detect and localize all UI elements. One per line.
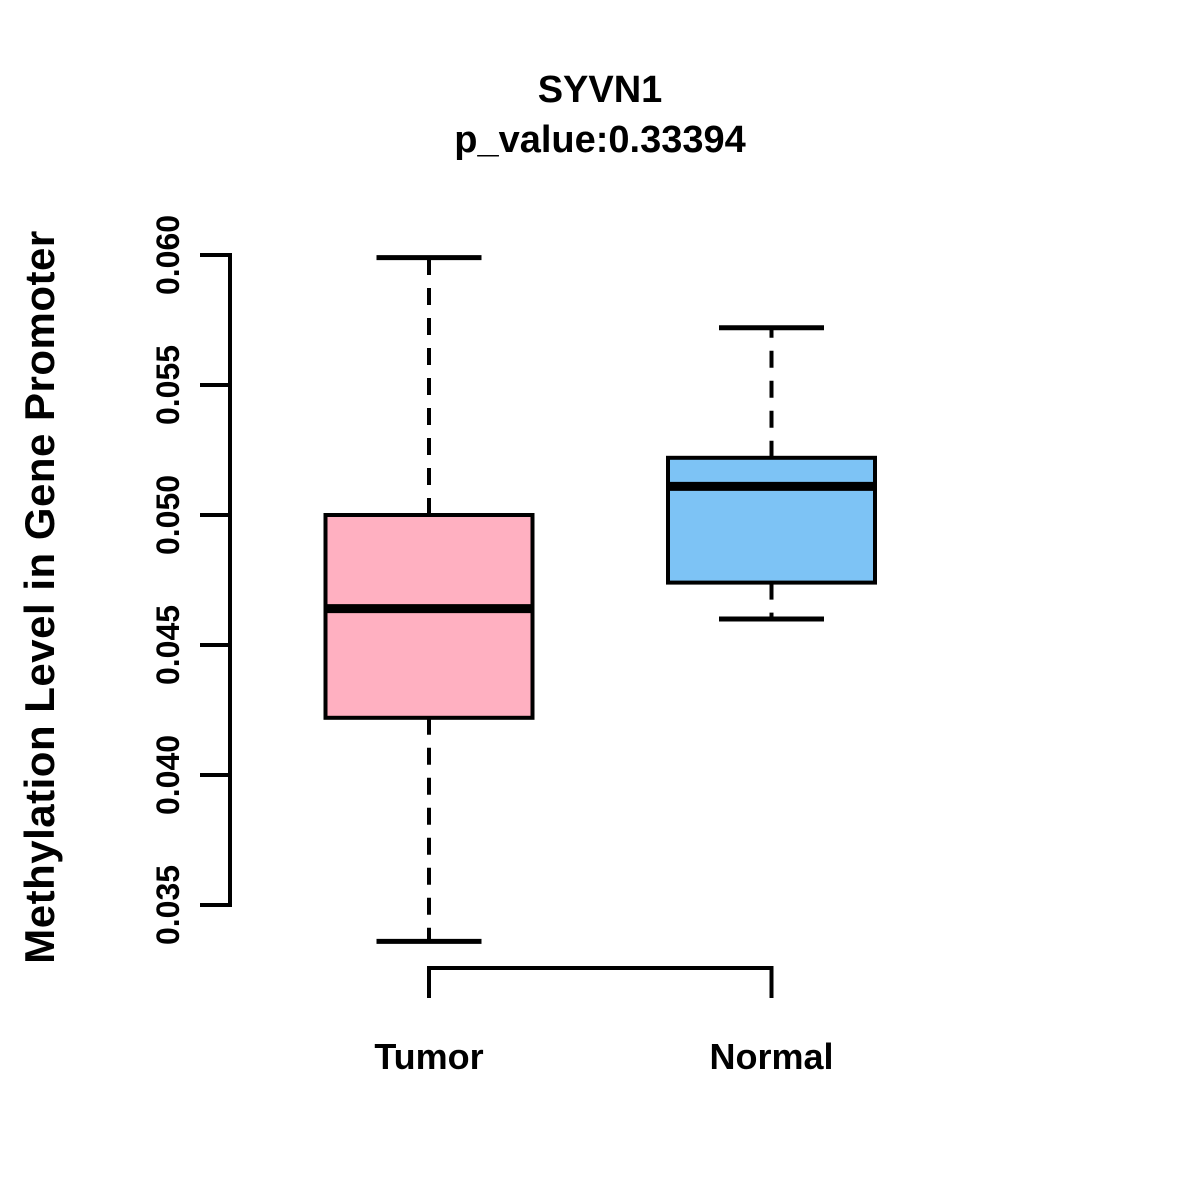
y-axis-tick-label: 0.040: [150, 734, 186, 816]
box-tumor: [323, 513, 535, 720]
box-normal: [666, 455, 877, 585]
chart-subtitle-pvalue: p_value:0.33394: [454, 119, 746, 161]
y-axis-tick-label: 0.045: [150, 604, 186, 686]
x-axis-bracket: [427, 966, 774, 998]
x-category-label-tumor: Tumor: [374, 1036, 484, 1077]
y-axis-tick-label: 0.060: [150, 214, 186, 296]
y-axis-tick-label: 0.055: [150, 344, 186, 426]
y-axis-tick-label: 0.050: [150, 474, 186, 556]
chart-title: SYVN1: [537, 69, 663, 111]
y-axis-tick-label: 0.035: [150, 864, 186, 946]
y-axis-title: Methylation Level in Gene Promoter: [16, 230, 63, 964]
x-category-label-normal: Normal: [709, 1036, 834, 1077]
